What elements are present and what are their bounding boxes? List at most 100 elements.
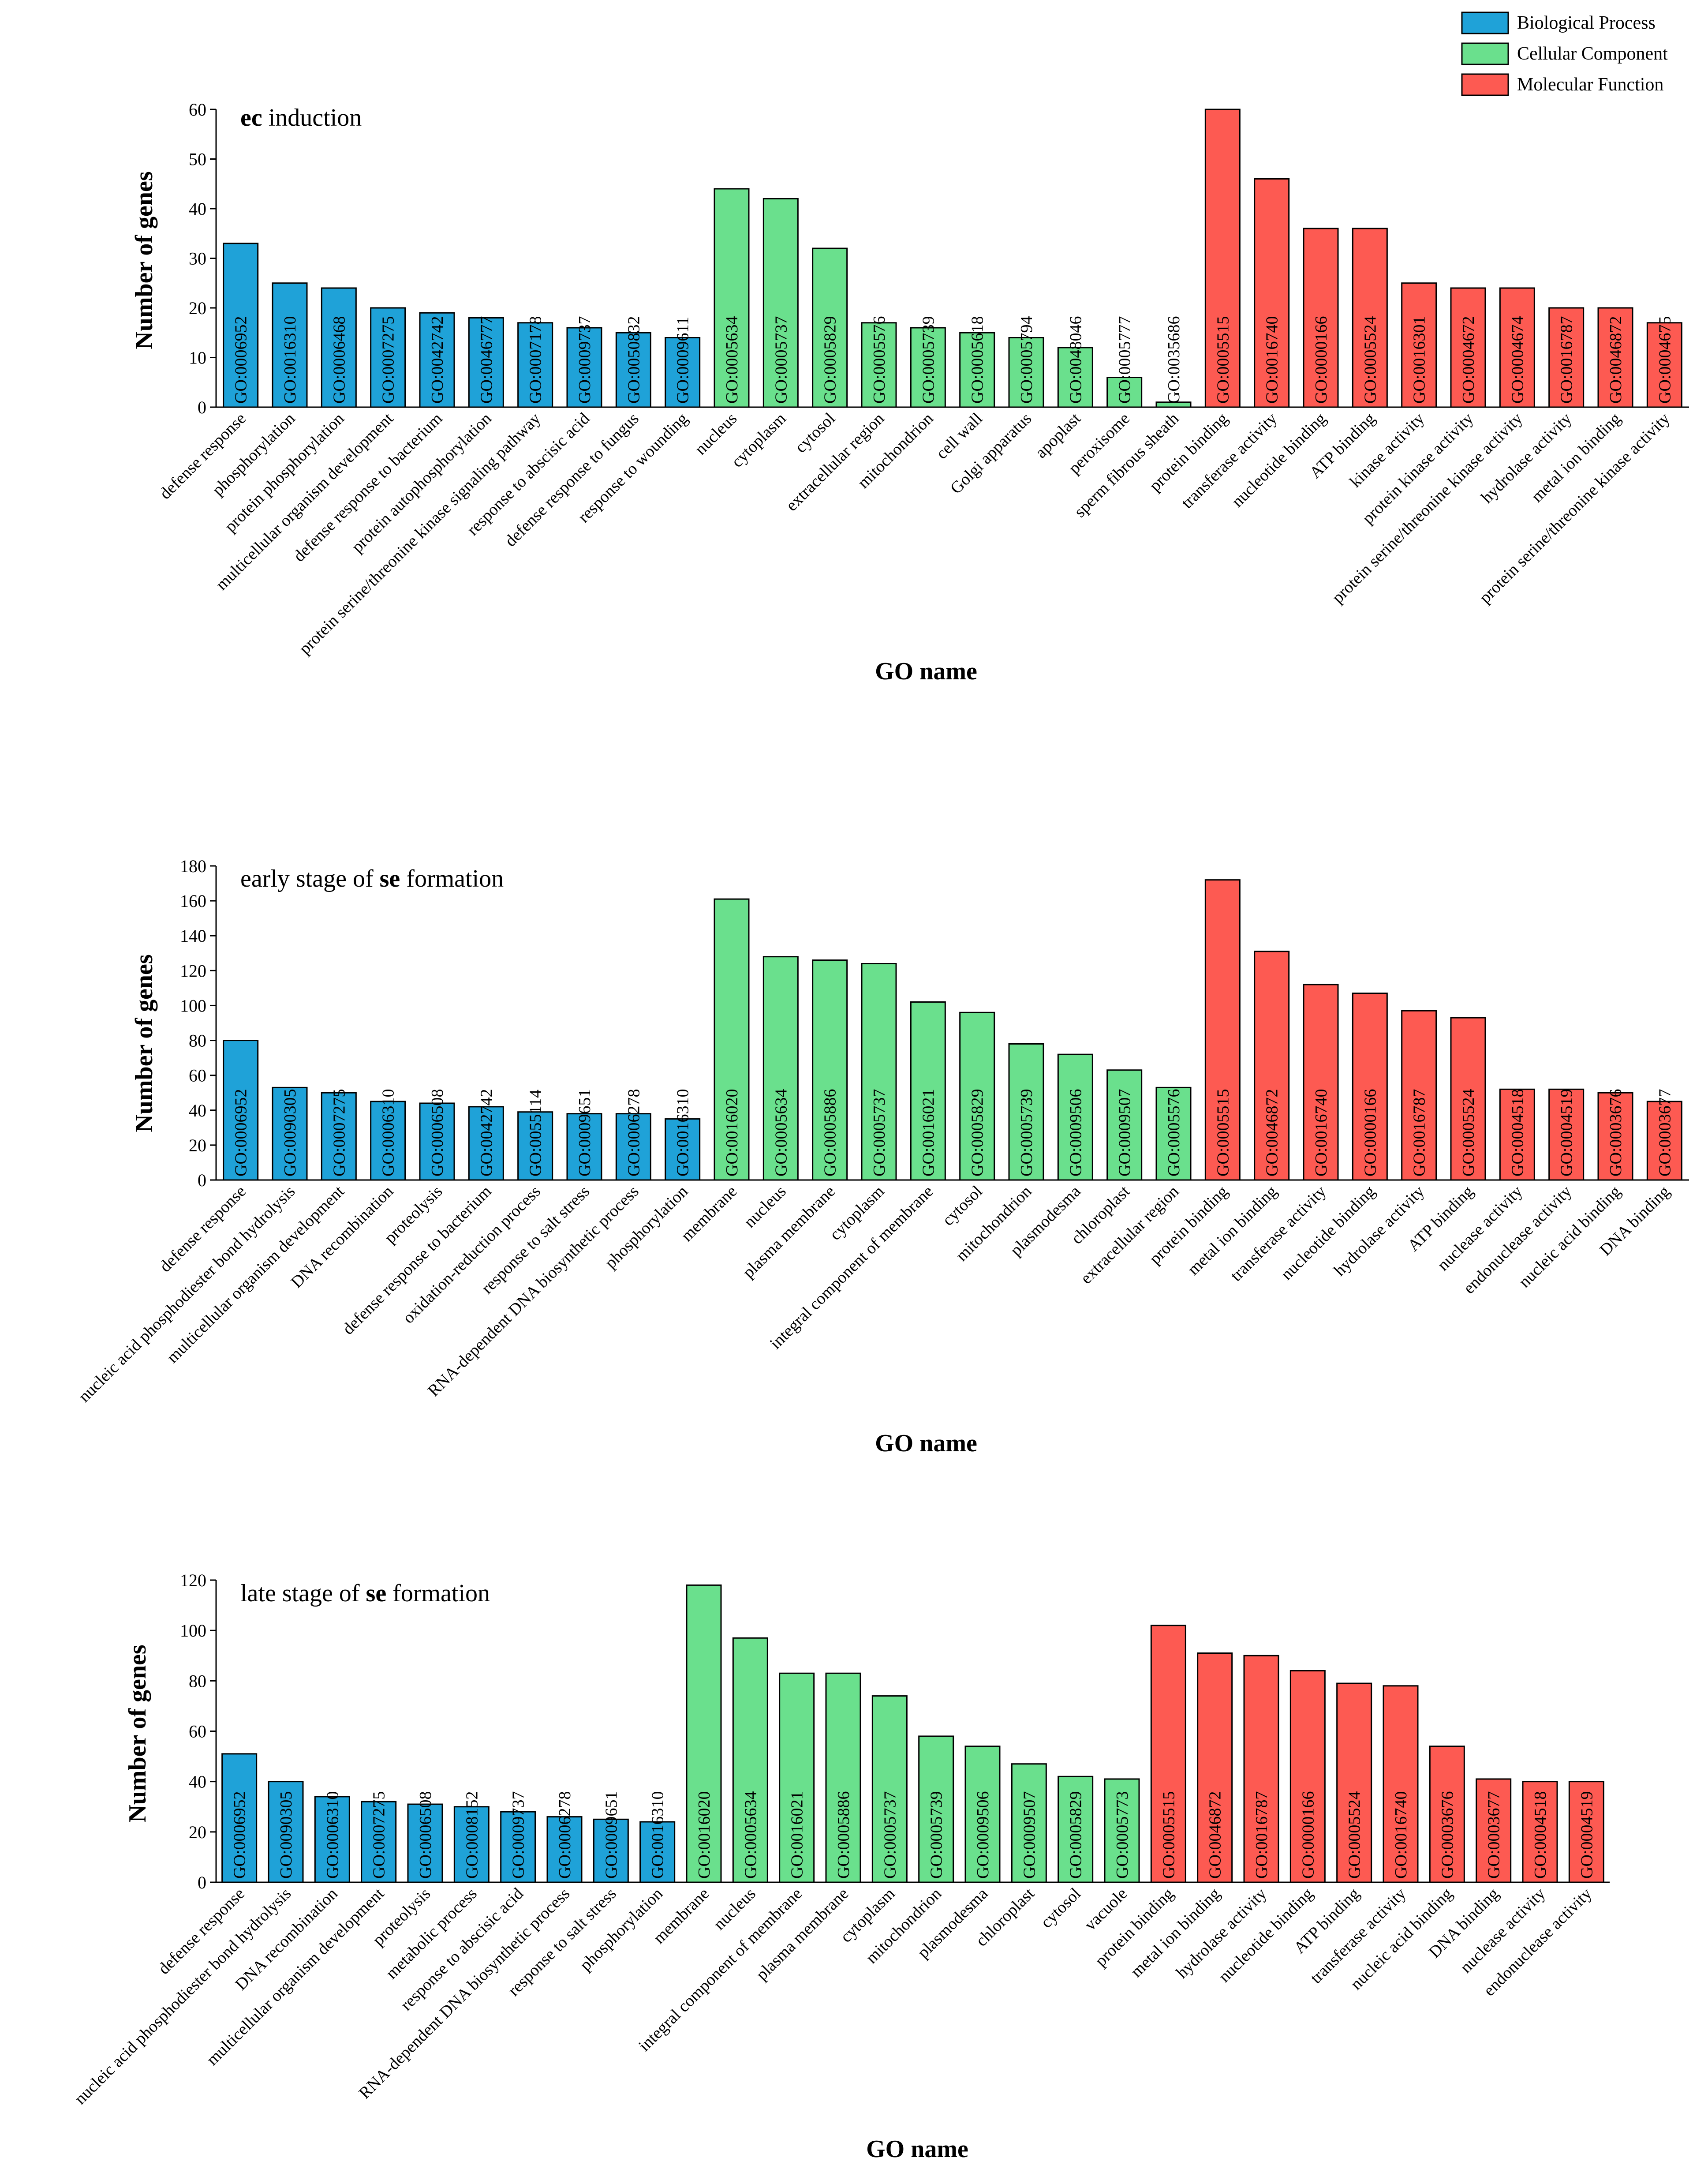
go-id-label: GO:0016020 bbox=[723, 1089, 741, 1176]
go-id-label: GO:0009507 bbox=[1020, 1791, 1039, 1879]
go-id-label: GO:0004672 bbox=[1459, 316, 1478, 404]
go-id-label: GO:0006952 bbox=[232, 1089, 250, 1176]
bar bbox=[779, 1672, 815, 1883]
bar bbox=[1204, 109, 1241, 408]
y-axis-label: Number of genes bbox=[131, 954, 158, 1132]
go-id-label: GO:0005634 bbox=[772, 1089, 790, 1176]
y-tick-label: 60 bbox=[189, 1722, 206, 1742]
bar bbox=[1352, 228, 1388, 408]
go-id-label: GO:0005524 bbox=[1459, 1089, 1478, 1176]
go-id-label: GO:0016301 bbox=[1410, 316, 1429, 404]
go-id-label: GO:0048046 bbox=[1066, 316, 1085, 404]
y-tick-label: 60 bbox=[189, 1066, 206, 1086]
bar bbox=[812, 247, 848, 408]
chart-panel: ec induction Number of genes GO name 0 10 20 3… bbox=[131, 100, 1689, 685]
y-tick-label: 20 bbox=[189, 1135, 206, 1155]
bar bbox=[1352, 993, 1388, 1181]
go-id-label: GO:0005739 bbox=[1017, 1089, 1036, 1176]
go-id-label: GO:0009507 bbox=[1116, 1089, 1134, 1176]
go-id-label: GO:0042742 bbox=[428, 316, 447, 404]
bar bbox=[468, 317, 504, 408]
go-id-label: GO:0008152 bbox=[463, 1791, 481, 1879]
bar bbox=[959, 1011, 995, 1181]
go-id-label: GO:0005524 bbox=[1361, 316, 1379, 404]
bar bbox=[419, 1102, 455, 1181]
go-id-label: GO:0016740 bbox=[1312, 1089, 1331, 1176]
bar bbox=[468, 1106, 504, 1181]
y-tick-label: 120 bbox=[180, 1570, 206, 1590]
y-tick-label: 10 bbox=[189, 348, 206, 368]
x-axis-label: GO name bbox=[875, 1430, 977, 1457]
bar bbox=[517, 322, 553, 408]
bar bbox=[964, 1746, 1001, 1883]
bar bbox=[714, 188, 750, 408]
go-id-label: GO:0016310 bbox=[674, 1089, 692, 1176]
go-id-label: GO:0000166 bbox=[1312, 316, 1331, 404]
chart-title-part: induction bbox=[262, 104, 362, 131]
go-id-label: GO:0007275 bbox=[379, 316, 398, 404]
go-id-label: GO:0005515 bbox=[1214, 1089, 1232, 1176]
y-axis-label: Number of genes bbox=[124, 1645, 151, 1822]
y-tick-label: 180 bbox=[180, 856, 206, 876]
go-id-label: GO:0006310 bbox=[323, 1791, 342, 1879]
bar bbox=[223, 1040, 259, 1181]
go-id-label: GO:0005886 bbox=[834, 1791, 853, 1879]
legend-label: Molecular Function bbox=[1517, 75, 1663, 95]
go-id-label: GO:0016740 bbox=[1392, 1791, 1410, 1879]
bar bbox=[1499, 1088, 1535, 1181]
bar bbox=[665, 1118, 701, 1181]
bar bbox=[1106, 1069, 1143, 1181]
bar bbox=[1289, 1670, 1326, 1883]
go-id-label: GO:0046872 bbox=[1206, 1791, 1225, 1879]
bar bbox=[1646, 322, 1682, 408]
y-tick-label: 20 bbox=[189, 1822, 206, 1842]
bar bbox=[500, 1811, 536, 1883]
go-id-label: GO:0003676 bbox=[1438, 1791, 1457, 1879]
bar bbox=[370, 307, 406, 408]
bar bbox=[1057, 1053, 1093, 1181]
go-id-label: GO:0006468 bbox=[330, 316, 348, 404]
y-tick-label: 0 bbox=[198, 1873, 206, 1892]
y-axis-label: Number of genes bbox=[131, 171, 158, 349]
go-id-label: GO:0016740 bbox=[1263, 316, 1282, 404]
go-id-label: GO:0004518 bbox=[1531, 1791, 1550, 1879]
bar bbox=[1008, 337, 1044, 408]
bar bbox=[1401, 282, 1437, 408]
go-id-label: GO:0005829 bbox=[821, 316, 840, 404]
x-tick-label: nucleus bbox=[691, 409, 741, 459]
x-tick-label: nucleus bbox=[740, 1182, 790, 1232]
bar bbox=[321, 287, 357, 408]
go-id-label: GO:0004519 bbox=[1558, 1089, 1576, 1176]
bar bbox=[1568, 1781, 1604, 1883]
go-id-label: GO:0005634 bbox=[741, 1791, 760, 1879]
x-tick-label: cytoplasm bbox=[728, 409, 790, 471]
bar bbox=[1548, 1088, 1585, 1181]
bar bbox=[732, 1637, 768, 1883]
go-id-label: GO:0007178 bbox=[527, 316, 545, 404]
go-id-label: GO:0016020 bbox=[695, 1791, 714, 1879]
bar bbox=[665, 337, 701, 408]
x-tick-label: cytosol bbox=[1037, 1884, 1084, 1932]
x-tick-label: nuclease activity bbox=[1457, 1884, 1549, 1977]
bar bbox=[1383, 1685, 1419, 1883]
bar bbox=[1011, 1763, 1047, 1883]
bar bbox=[1548, 307, 1585, 408]
bar bbox=[910, 327, 946, 408]
go-id-label: GO:0005829 bbox=[1067, 1791, 1085, 1879]
bar bbox=[1450, 1017, 1486, 1181]
go-id-label: GO:0006278 bbox=[556, 1791, 574, 1879]
go-id-label: GO:0006952 bbox=[232, 316, 250, 404]
bar bbox=[314, 1796, 350, 1883]
go-id-label: GO:0046872 bbox=[1607, 316, 1625, 404]
go-id-label: GO:0005739 bbox=[919, 316, 938, 404]
bar bbox=[361, 1801, 397, 1883]
go-id-label: GO:0004518 bbox=[1508, 1089, 1527, 1176]
x-tick-label: cytosol bbox=[939, 1182, 986, 1229]
bar bbox=[566, 327, 602, 408]
go-id-label: GO:0006508 bbox=[428, 1089, 447, 1176]
x-axis-label: GO name bbox=[866, 2135, 968, 2163]
y-tick-label: 140 bbox=[180, 926, 206, 946]
go-id-label: GO:0046872 bbox=[1263, 1089, 1282, 1176]
x-tick-label: phosphorylation bbox=[576, 1884, 666, 1974]
chart-title-part: late stage of bbox=[240, 1580, 366, 1607]
